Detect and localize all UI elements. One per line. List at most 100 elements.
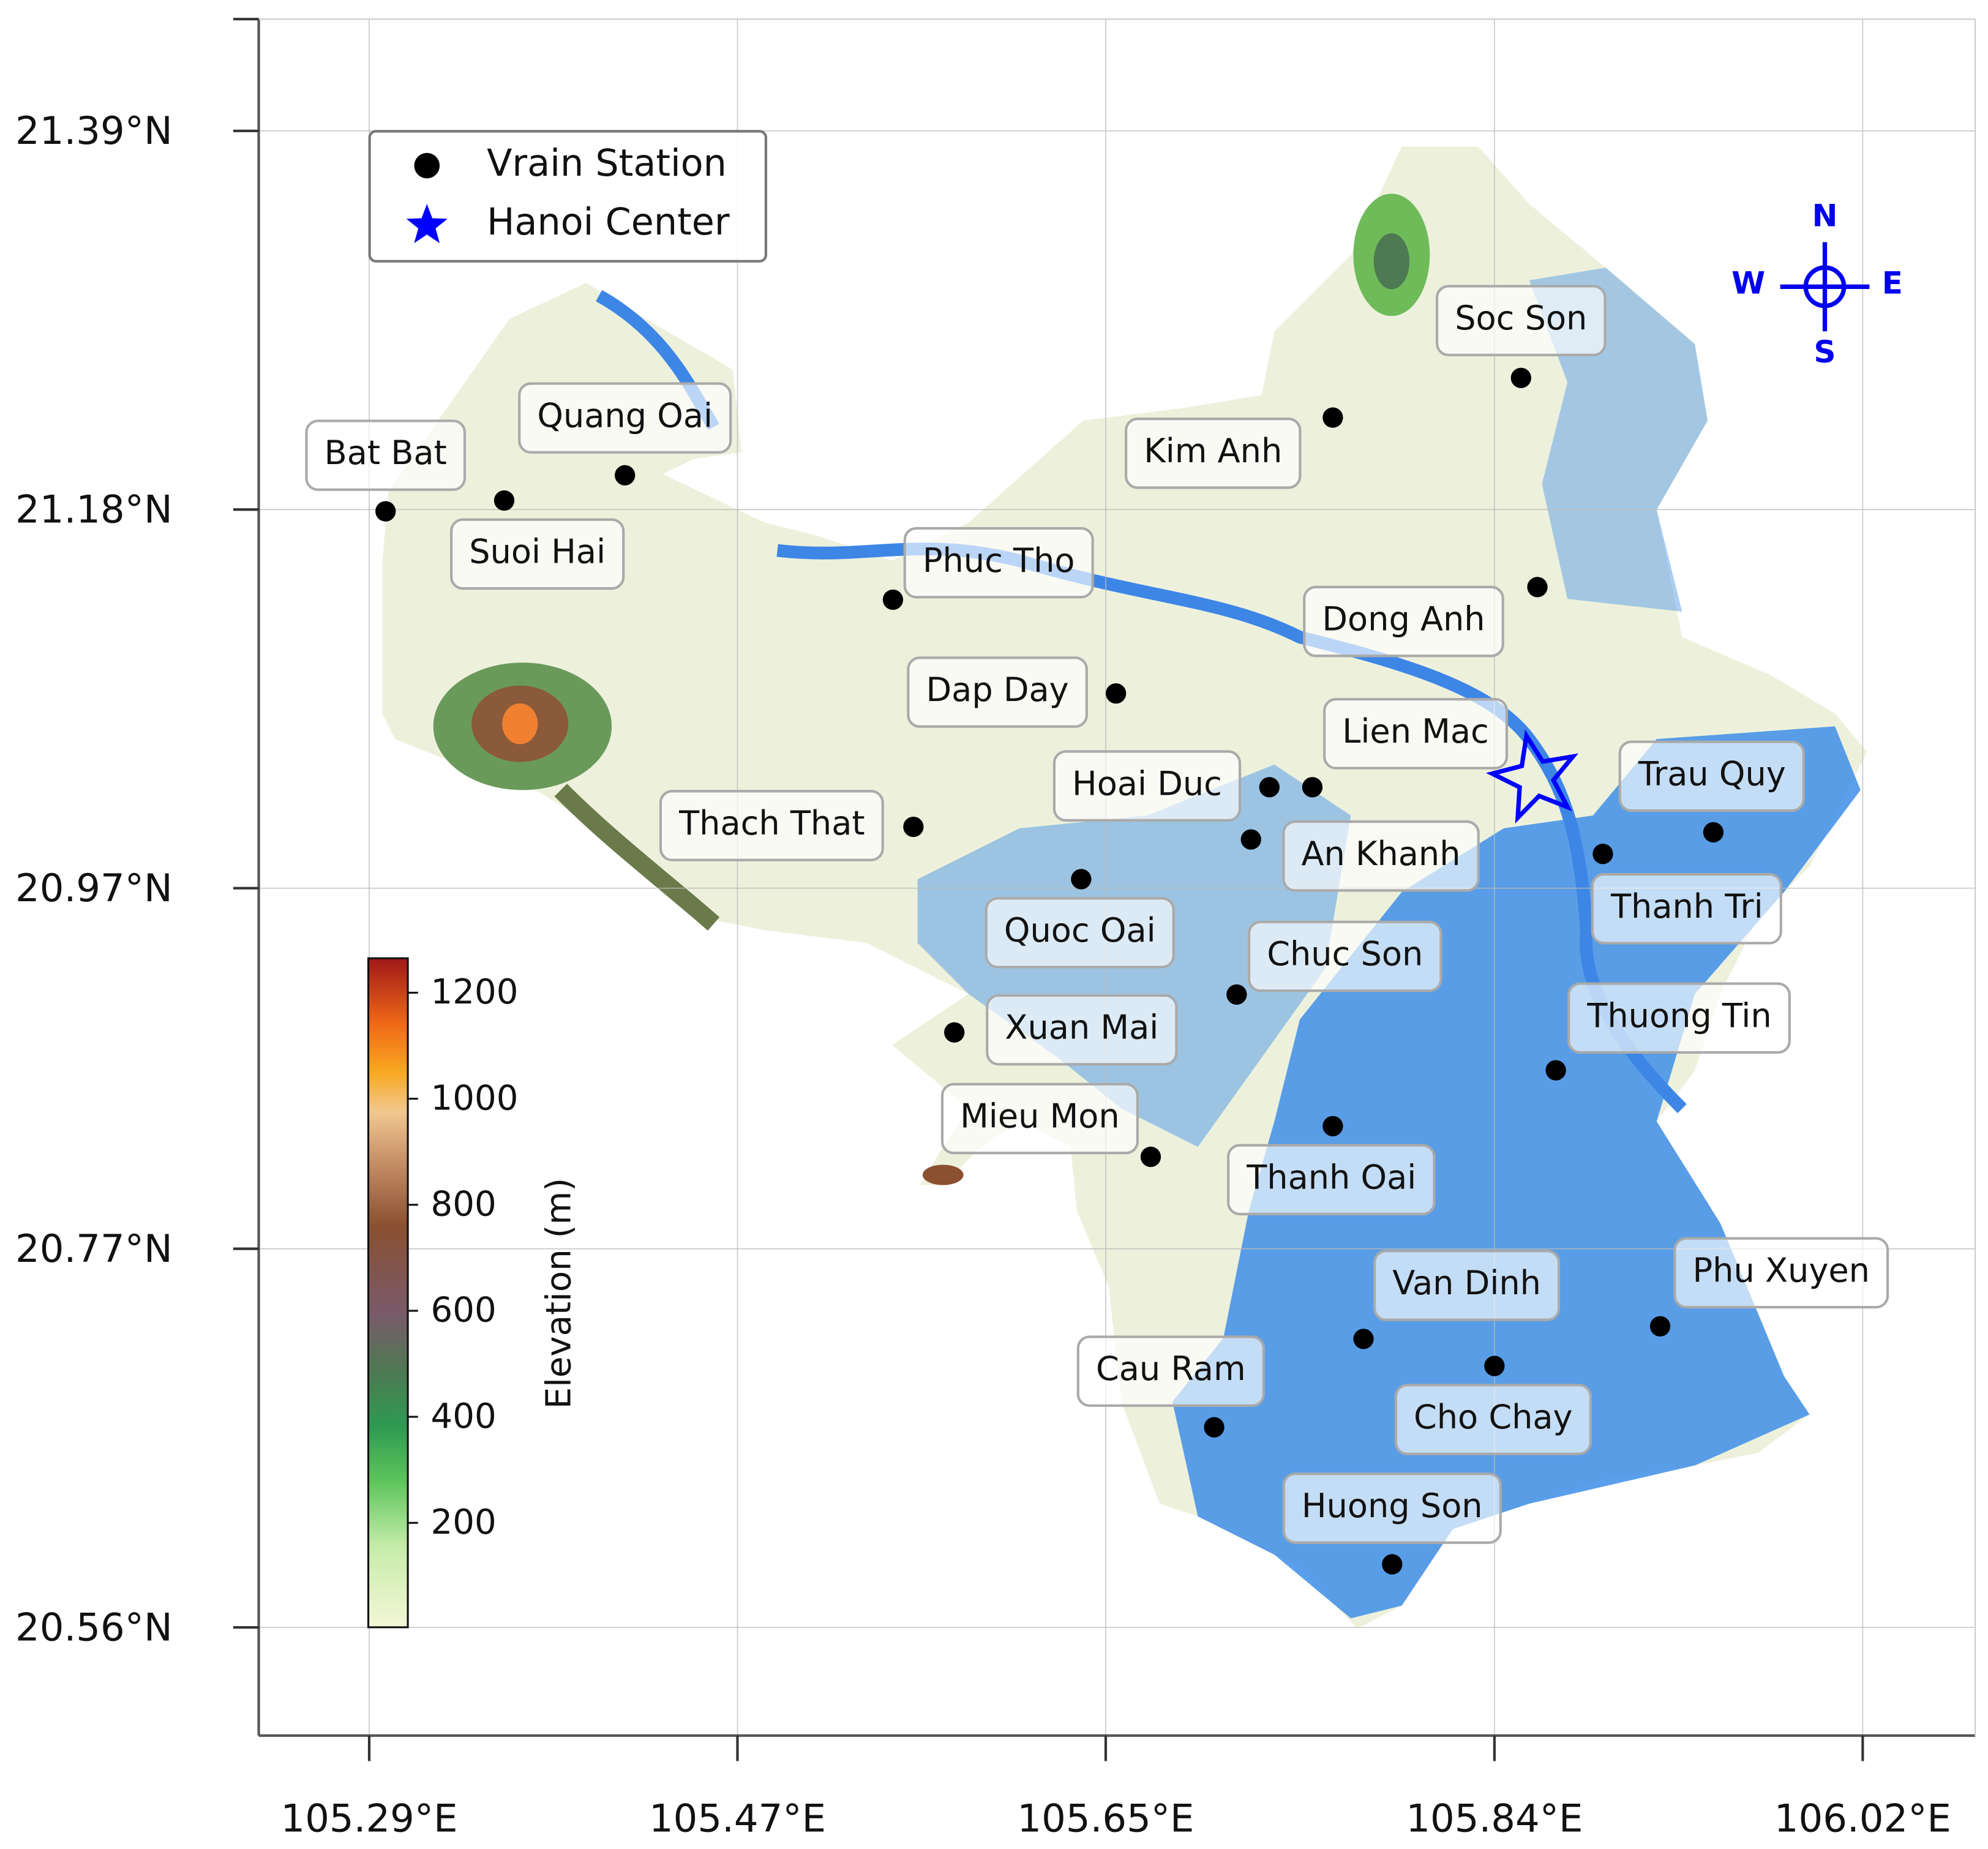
station-point [493,490,515,511]
legend-box [368,130,768,263]
station-label: An Khanh [1282,820,1480,892]
station-name: Thanh Tri [1610,887,1763,926]
station-name: Phuc Tho [923,541,1075,580]
colorbar-label: Elevation (m) [539,1178,579,1409]
station-point [1106,683,1127,704]
station-point [1649,1316,1671,1337]
legend-label: Vrain Station [487,142,727,185]
station-name: Van Dinh [1392,1264,1541,1302]
station-name: Cho Chay [1414,1398,1573,1436]
label-box [1436,285,1607,356]
station-point [1484,1356,1505,1376]
mountain [502,703,538,744]
station-label: Kim Anh [1124,418,1302,489]
label-box [1124,418,1302,489]
station-point [1322,407,1343,428]
station-point [375,501,396,522]
station-name: Soc Son [1455,299,1587,337]
station-label: Soc Son [1436,285,1607,356]
station-point [1510,367,1531,388]
colorbar-tick-label: 1000 [431,1078,519,1118]
compass-w: W [1731,266,1765,301]
label-box [1303,585,1504,658]
station-name: Hoai Duc [1072,764,1222,803]
station-point [944,1022,965,1043]
label-box [1076,1335,1265,1407]
station-name: Thanh Oai [1246,1158,1416,1196]
legend: Vrain Station Hanoi Center [368,130,768,263]
label-box [450,518,625,590]
station-label: Huong Son [1282,1472,1502,1544]
station-point [1382,1554,1403,1575]
station-name: Cau Ram [1096,1349,1246,1388]
station-label: Quoc Oai [985,897,1175,969]
station-name: Kim Anh [1144,432,1282,470]
station-point [1592,844,1613,864]
station-label: Thach That [659,790,884,861]
station-label: Hoai Duc [1052,750,1242,822]
compass-s: S [1814,334,1836,370]
station-name: Lien Mac [1342,712,1489,751]
station-name: Phu Xuyen [1693,1251,1870,1289]
label-box [985,897,1175,969]
colorbar-fill [367,957,409,1629]
label-box [518,382,732,454]
station-name: Huong Son [1302,1487,1483,1525]
station-label: Thuong Tin [1567,982,1791,1054]
y-tick-label: 20.77°N [15,1226,173,1271]
station-name: Suoi Hai [469,533,606,571]
station-name: Dap Day [926,670,1069,709]
label-box [1282,1472,1502,1544]
mountain [1373,233,1410,290]
label-box [1673,1237,1889,1309]
station-name: Chuc Son [1267,935,1423,973]
label-box [986,994,1178,1066]
label-box [903,527,1094,599]
y-tick-label: 21.18°N [15,487,173,531]
station-labels: Bat Bat Quang Oai Suoi Hai Phuc Tho Dap Day T… [305,285,1889,1544]
label-box [1394,1384,1592,1455]
station-label: Phuc Tho [903,527,1094,599]
station-name: Xuan Mai [1005,1008,1158,1047]
station-point [903,816,924,838]
station-name: Quang Oai [537,396,713,435]
colorbar-tick-label: 400 [431,1397,497,1436]
station-label: Lien Mac [1323,698,1509,770]
station-name: Quoc Oai [1004,911,1156,950]
station-label: Quang Oai [518,382,732,454]
station-name: Bat Bat [324,433,447,472]
station-point [1140,1146,1161,1168]
label-box [1373,1250,1561,1321]
compass-e: E [1882,266,1903,301]
station-label: Van Dinh [1373,1250,1561,1321]
station-point [1703,822,1724,843]
stations: Bat Bat Quang Oai Suoi Hai Phuc Tho Dap Day T… [305,285,1889,1575]
label-box [1052,750,1242,822]
label-box [1227,1144,1436,1216]
x-tick-label: 106.02°E [1774,1796,1951,1840]
colorbar-tick-label: 1200 [431,972,519,1012]
station-point [1259,777,1280,798]
station-name: Trau Quy [1638,754,1786,793]
station-name: Dong Anh [1322,600,1485,639]
station-name: Mieu Mon [960,1097,1120,1136]
station-point [1302,777,1323,798]
legend-marker [414,152,440,179]
colorbar-tick-label: 600 [431,1291,497,1330]
x-tick-label: 105.29°E [280,1796,457,1840]
station-point [1226,984,1247,1005]
colorbar-tick-label: 800 [431,1184,497,1224]
label-box [305,419,467,491]
compass: N S W E [1731,198,1903,370]
station-label: Cho Chay [1394,1384,1592,1455]
x-tick-label: 105.47°E [649,1796,826,1840]
label-box [1618,740,1805,812]
station-label: Trau Quy [1618,740,1805,812]
station-label: Xuan Mai [986,994,1178,1066]
label-box [1247,920,1442,992]
station-point [1071,869,1092,890]
station-point [1545,1060,1566,1081]
colorbar-tick-label: 200 [431,1502,497,1542]
